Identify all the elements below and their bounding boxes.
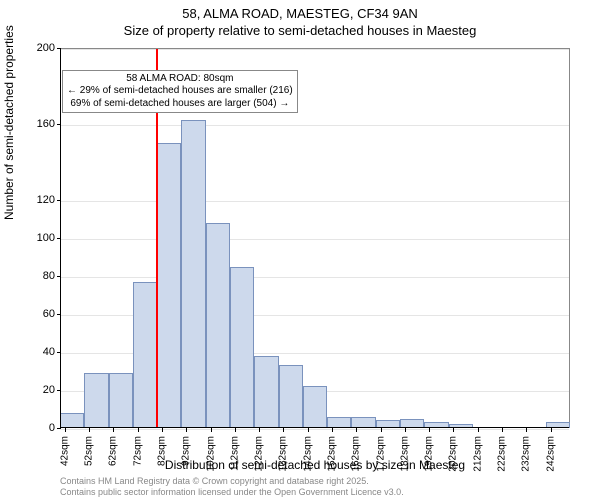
y-tick-label: 60: [15, 308, 55, 320]
gridline: [60, 201, 569, 202]
y-tick-label: 0: [15, 422, 55, 434]
footer-line-1: Contains HM Land Registry data © Crown c…: [60, 476, 404, 487]
histogram-bar: [157, 143, 181, 428]
gridline: [60, 49, 569, 50]
y-tick-label: 200: [15, 42, 55, 54]
x-tick-label: 242sqm: [545, 400, 556, 436]
x-tick-label: 202sqm: [448, 400, 459, 436]
x-tick-label: 142sqm: [302, 400, 313, 436]
x-tick-label: 72sqm: [132, 406, 143, 436]
x-tick-label: 82sqm: [157, 406, 168, 436]
x-tick-label: 222sqm: [497, 400, 508, 436]
plot-region: 58 ALMA ROAD: 80sqm← 29% of semi-detache…: [60, 49, 569, 428]
x-tick-label: 182sqm: [399, 400, 410, 436]
attribution-footer: Contains HM Land Registry data © Crown c…: [60, 476, 404, 498]
x-tick-label: 102sqm: [205, 400, 216, 436]
y-tick-mark: [57, 200, 61, 201]
y-tick-label: 20: [15, 384, 55, 396]
x-tick-label: 172sqm: [375, 400, 386, 436]
histogram-bar: [206, 223, 230, 428]
footer-line-2: Contains public sector information licen…: [60, 487, 404, 498]
y-tick-mark: [57, 238, 61, 239]
x-tick-label: 122sqm: [254, 400, 265, 436]
x-tick-label: 152sqm: [327, 400, 338, 436]
x-tick-label: 192sqm: [424, 400, 435, 436]
x-tick-label: 162sqm: [351, 400, 362, 436]
y-tick-label: 40: [15, 346, 55, 358]
x-tick-label: 42sqm: [59, 406, 70, 436]
y-axis-label: Number of semi-detached properties: [2, 25, 16, 220]
y-tick-label: 100: [15, 232, 55, 244]
gridline: [60, 239, 569, 240]
y-tick-mark: [57, 276, 61, 277]
y-tick-label: 80: [15, 270, 55, 282]
title-line-1: 58, ALMA ROAD, MAESTEG, CF34 9AN: [0, 6, 600, 23]
x-tick-label: 112sqm: [229, 401, 240, 436]
gridline: [60, 125, 569, 126]
y-tick-mark: [57, 352, 61, 353]
histogram-bar: [181, 120, 205, 428]
x-tick-label: 92sqm: [181, 406, 192, 436]
title-line-2: Size of property relative to semi-detach…: [0, 23, 600, 40]
annotation-line: 69% of semi-detached houses are larger (…: [67, 98, 293, 111]
x-tick-label: 212sqm: [472, 400, 483, 436]
gridline: [60, 277, 569, 278]
y-tick-label: 120: [15, 194, 55, 206]
annotation-line: ← 29% of semi-detached houses are smalle…: [67, 85, 293, 98]
annotation-line: 58 ALMA ROAD: 80sqm: [67, 73, 293, 86]
y-tick-mark: [57, 48, 61, 49]
y-tick-mark: [57, 390, 61, 391]
x-tick-label: 132sqm: [278, 400, 289, 436]
x-tick-label: 232sqm: [521, 400, 532, 436]
annotation-box: 58 ALMA ROAD: 80sqm← 29% of semi-detache…: [62, 70, 298, 114]
x-tick-label: 62sqm: [108, 406, 119, 436]
chart-area: 58 ALMA ROAD: 80sqm← 29% of semi-detache…: [60, 48, 570, 428]
chart-title: 58, ALMA ROAD, MAESTEG, CF34 9AN Size of…: [0, 0, 600, 40]
y-tick-label: 160: [15, 118, 55, 130]
x-axis-label: Distribution of semi-detached houses by …: [60, 458, 570, 472]
y-tick-mark: [57, 124, 61, 125]
x-tick-label: 52sqm: [84, 406, 95, 436]
y-tick-mark: [57, 314, 61, 315]
